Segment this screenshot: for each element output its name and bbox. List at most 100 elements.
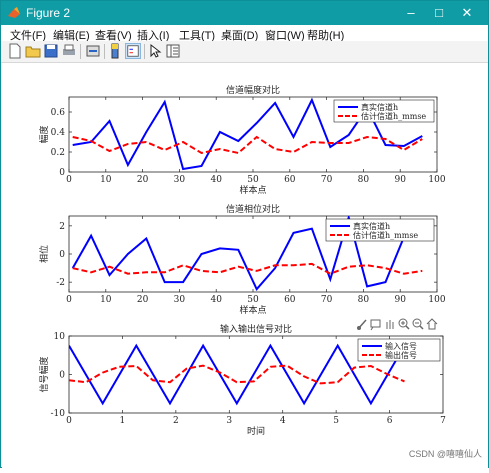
x-tick-label: 60 bbox=[284, 175, 296, 185]
print-icon[interactable] bbox=[61, 43, 77, 59]
x-tick-label: 40 bbox=[210, 175, 222, 185]
x-axis-label: 时间 bbox=[247, 425, 265, 437]
menu-view[interactable]: 查看(V) bbox=[95, 30, 132, 42]
x-tick-label: 3 bbox=[226, 416, 232, 426]
x-tick-label: 80 bbox=[358, 175, 370, 185]
x-tick-label: 50 bbox=[247, 175, 259, 185]
legend-label: 真实信道h bbox=[353, 221, 390, 231]
x-tick-label: 30 bbox=[174, 175, 186, 185]
series-line-estimate bbox=[72, 262, 423, 275]
pointer-icon[interactable] bbox=[147, 43, 163, 59]
legend-label: 估计信道h_mmse bbox=[353, 230, 418, 240]
y-tick-label: 0 bbox=[59, 250, 65, 260]
menu-tools[interactable]: 工具(T) bbox=[179, 30, 216, 42]
home-icon[interactable] bbox=[426, 318, 438, 330]
handle bbox=[419, 325, 424, 330]
house bbox=[426, 318, 438, 330]
matlab-icon bbox=[8, 7, 20, 18]
menu-window[interactable]: 窗口(W) bbox=[265, 30, 305, 42]
y-tick-label: -2 bbox=[56, 278, 65, 288]
colorbar-icon[interactable] bbox=[107, 43, 123, 59]
menu-desktop[interactable]: 桌面(D) bbox=[221, 30, 259, 42]
tip-tail bbox=[370, 326, 374, 331]
x-tick-label: 5 bbox=[333, 416, 339, 426]
y-tick-label: -10 bbox=[51, 409, 66, 419]
x-axis-label: 样本点 bbox=[239, 304, 266, 316]
pan-icon[interactable] bbox=[386, 320, 394, 329]
lens bbox=[412, 318, 422, 328]
series-line-true bbox=[69, 343, 406, 406]
y-axis-label: 幅度 bbox=[38, 125, 50, 143]
lens bbox=[398, 318, 408, 328]
y-axis-label: 相位 bbox=[38, 245, 50, 263]
series-line-estimate bbox=[72, 135, 423, 155]
series-line-estimate bbox=[69, 364, 405, 385]
x-tick-label: 100 bbox=[428, 175, 445, 185]
hand bbox=[386, 320, 394, 329]
link-icon[interactable] bbox=[85, 43, 101, 59]
menu-help[interactable]: 帮助(H) bbox=[307, 30, 345, 42]
handle bbox=[405, 325, 410, 330]
zoom-in-icon[interactable] bbox=[398, 318, 410, 330]
x-tick-label: 20 bbox=[137, 295, 149, 305]
x-tick-label: 2 bbox=[173, 416, 179, 426]
x-tick-label: 30 bbox=[174, 295, 186, 305]
x-tick-label: 7 bbox=[440, 416, 446, 426]
open-icon[interactable] bbox=[25, 43, 41, 59]
x-tick-label: 60 bbox=[284, 295, 296, 305]
x-tick-label: 100 bbox=[428, 295, 445, 305]
new-figure-icon[interactable] bbox=[7, 43, 23, 59]
y-tick-label: 2 bbox=[59, 222, 65, 232]
y-tick-label: 0.2 bbox=[51, 148, 65, 158]
x-tick-label: 40 bbox=[210, 295, 222, 305]
save-icon[interactable] bbox=[43, 43, 59, 59]
zoom-out-icon[interactable] bbox=[412, 318, 424, 330]
subplot-title: 输入输出信号对比 bbox=[220, 323, 292, 335]
x-tick-label: 10 bbox=[100, 175, 112, 185]
legend-box bbox=[325, 218, 435, 242]
x-tick-label: 1 bbox=[120, 416, 126, 426]
legend-icon[interactable] bbox=[125, 43, 141, 59]
x-tick-label: 80 bbox=[358, 295, 370, 305]
x-tick-label: 4 bbox=[280, 416, 286, 426]
x-tick-label: 90 bbox=[394, 175, 406, 185]
x-tick-label: 50 bbox=[247, 295, 259, 305]
title-bar: Figure 2 – □ ✕ bbox=[1, 1, 488, 25]
maximize-button[interactable]: □ bbox=[435, 5, 443, 20]
y-tick-label: 0 bbox=[59, 168, 65, 178]
subplot-1: 0 10 20 30 40 50 60 70 80 90 100 0 0.2 0.4 0.6 信道幅度对比样本… bbox=[38, 84, 446, 196]
y-tick-label: 10 bbox=[54, 332, 66, 342]
property-inspector-icon[interactable] bbox=[165, 43, 181, 59]
x-tick-label: 6 bbox=[387, 416, 393, 426]
legend-label: 估计信道h_mmse bbox=[361, 111, 426, 121]
tip-box bbox=[370, 319, 381, 328]
menu-file[interactable]: 文件(F) bbox=[10, 30, 47, 42]
legend-label: 真实信道h bbox=[361, 102, 398, 112]
y-tick-label: 0.6 bbox=[51, 108, 66, 118]
figure-toolbar bbox=[1, 41, 488, 63]
axes-toolbar bbox=[357, 318, 438, 331]
menu-bar: 文件(F) 编辑(E) 查看(V) 插入(I) 工具(T) 桌面(D) 窗口(W… bbox=[1, 25, 488, 42]
data-tip-icon[interactable] bbox=[370, 319, 381, 331]
watermark: CSDN @嘻嘻仙人 bbox=[408, 449, 482, 459]
menu-edit[interactable]: 编辑(E) bbox=[53, 30, 90, 42]
x-axis-label: 样本点 bbox=[239, 184, 266, 196]
x-tick-label: 70 bbox=[321, 295, 333, 305]
x-tick-label: 0 bbox=[66, 295, 72, 305]
brush-icon[interactable] bbox=[357, 319, 367, 330]
x-tick-label: 0 bbox=[66, 416, 72, 426]
minimize-button[interactable]: – bbox=[407, 5, 415, 20]
plots-svg: 0 10 20 30 40 50 60 70 80 90 10000.20.40.6信道幅度对比样本… bbox=[38, 84, 446, 437]
x-tick-label: 90 bbox=[394, 295, 406, 305]
y-tick-label: 0 bbox=[59, 371, 65, 381]
subplot-title: 信道幅度对比 bbox=[226, 84, 280, 96]
x-tick-label: 0 bbox=[66, 175, 72, 185]
x-tick-label: 70 bbox=[321, 175, 333, 185]
close-button[interactable]: ✕ bbox=[461, 5, 473, 20]
legend-label: 输入信号 bbox=[385, 341, 417, 351]
menu-insert[interactable]: 插入(I) bbox=[137, 30, 170, 42]
